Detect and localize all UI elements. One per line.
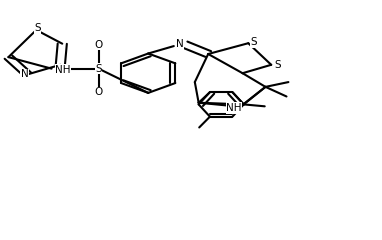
Text: S: S: [275, 60, 282, 70]
Text: O: O: [94, 87, 103, 97]
Text: O: O: [94, 40, 103, 50]
Text: S: S: [251, 37, 257, 47]
Text: NH: NH: [55, 65, 71, 75]
Text: S: S: [95, 64, 102, 74]
Text: N: N: [176, 39, 183, 49]
Text: S: S: [34, 23, 41, 33]
Text: N: N: [21, 69, 28, 79]
Text: NH: NH: [226, 103, 242, 113]
